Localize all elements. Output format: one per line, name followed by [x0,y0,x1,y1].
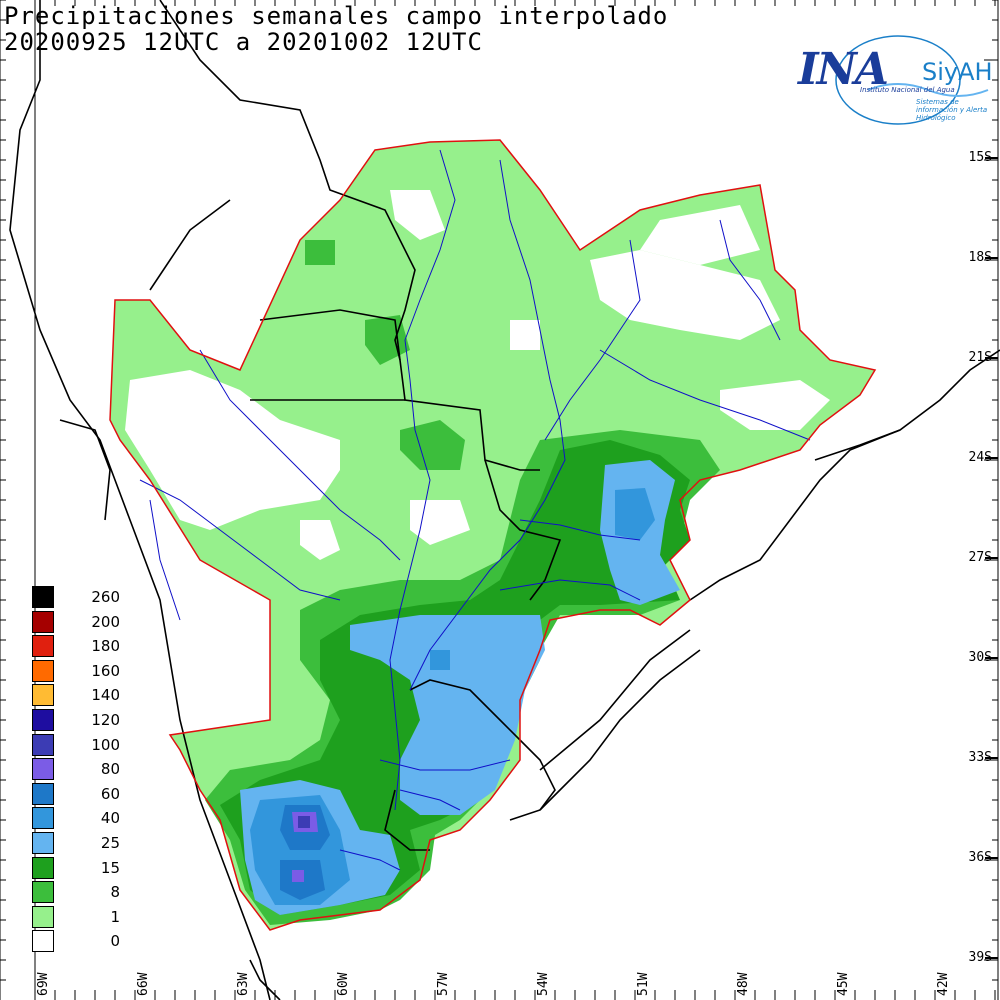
legend-label: 25 [100,834,120,852]
longitude-label: 57W [436,972,451,996]
legend-swatch [32,758,54,781]
field-0mm-a [390,190,445,240]
field-0mm-h [720,380,830,430]
field-40mm-a [615,488,655,540]
legend-label: 180 [91,637,120,656]
field-0mm-g [410,500,470,545]
legend-label: 140 [91,686,120,705]
legend-swatch [32,610,54,633]
legend-swatch [32,659,54,682]
field-0mm-f [300,520,340,560]
field-0mm-d [640,205,760,265]
legend-label: 200 [91,612,120,631]
legend-label: 8 [110,883,120,902]
legend-label: 160 [91,661,120,680]
legend-label: 80 [100,760,120,779]
legend-swatch [32,905,54,928]
longitude-label: 69W [36,972,51,996]
field-80mm-b [292,870,304,882]
field-8mm-d [305,240,335,265]
logo-institution-text: Instituto Nacional del Agua [860,86,955,94]
latitude-label: 33S [968,750,992,765]
longitude-label: 45W [836,972,851,996]
longitude-label: 51W [636,972,651,996]
longitude-label: 63W [236,972,251,996]
field-0mm-e [125,370,340,530]
legend-label: 15 [100,858,120,877]
basin-outline [109,139,877,931]
field-0mm-c [590,250,780,340]
latitude-label: 15S [968,150,992,165]
logo-siyah-text: SiyAH [922,58,993,86]
legend-label: 120 [91,711,120,729]
legend-swatch [32,709,54,731]
precipitation-field [110,140,875,930]
legend-swatch [32,684,54,707]
longitude-label: 48W [736,972,751,996]
legend-label: 100 [91,735,120,754]
logo-swoosh [835,35,989,125]
latitude-label: 24S [968,450,992,465]
legend-swatch [32,635,54,658]
legend-swatch [32,832,54,854]
rivers [139,149,811,871]
legend-swatch [32,586,54,608]
legend-label: 60 [100,784,120,803]
legend-label: 0 [110,932,120,951]
longitude-label: 66W [136,972,151,996]
latitude-label: 21S [968,350,992,365]
ina-siyah-logo: INA SiyAH Instituto Nacional del Agua Si… [798,30,996,132]
legend-swatch [32,881,54,904]
map-title: Precipitaciones semanales campo interpol… [4,2,669,30]
field-25mm-b [350,615,545,815]
longitude-label: 42W [936,972,951,996]
latitude-label: 36S [968,850,992,865]
legend-label: 260 [91,588,120,606]
latitude-label: 18S [968,250,992,265]
legend-label: 40 [100,809,120,828]
legend-swatch [32,856,54,879]
legend-label: 1 [110,907,120,926]
legend-swatch [32,930,54,953]
legend-swatch [32,807,54,830]
field-100mm [298,816,310,828]
borders [9,0,1000,1000]
longitude-label: 54W [536,972,551,996]
logo-system-text: Sistemas de información y Alerta Hidroló… [916,98,988,122]
longitude-label: 60W [336,972,351,996]
latitude-label: 39S [968,950,992,965]
logo-ina-text: INA [798,44,889,95]
legend-swatch [32,782,54,805]
latitude-label: 30S [968,650,992,665]
field-0mm-b [510,320,540,350]
field-40mm-c [430,650,450,670]
latitude-label: 27S [968,550,992,565]
legend-swatch [32,733,54,756]
field-1mm [110,140,875,930]
map-period: 20200925 12UTC a 20201002 12UTC [4,28,483,56]
